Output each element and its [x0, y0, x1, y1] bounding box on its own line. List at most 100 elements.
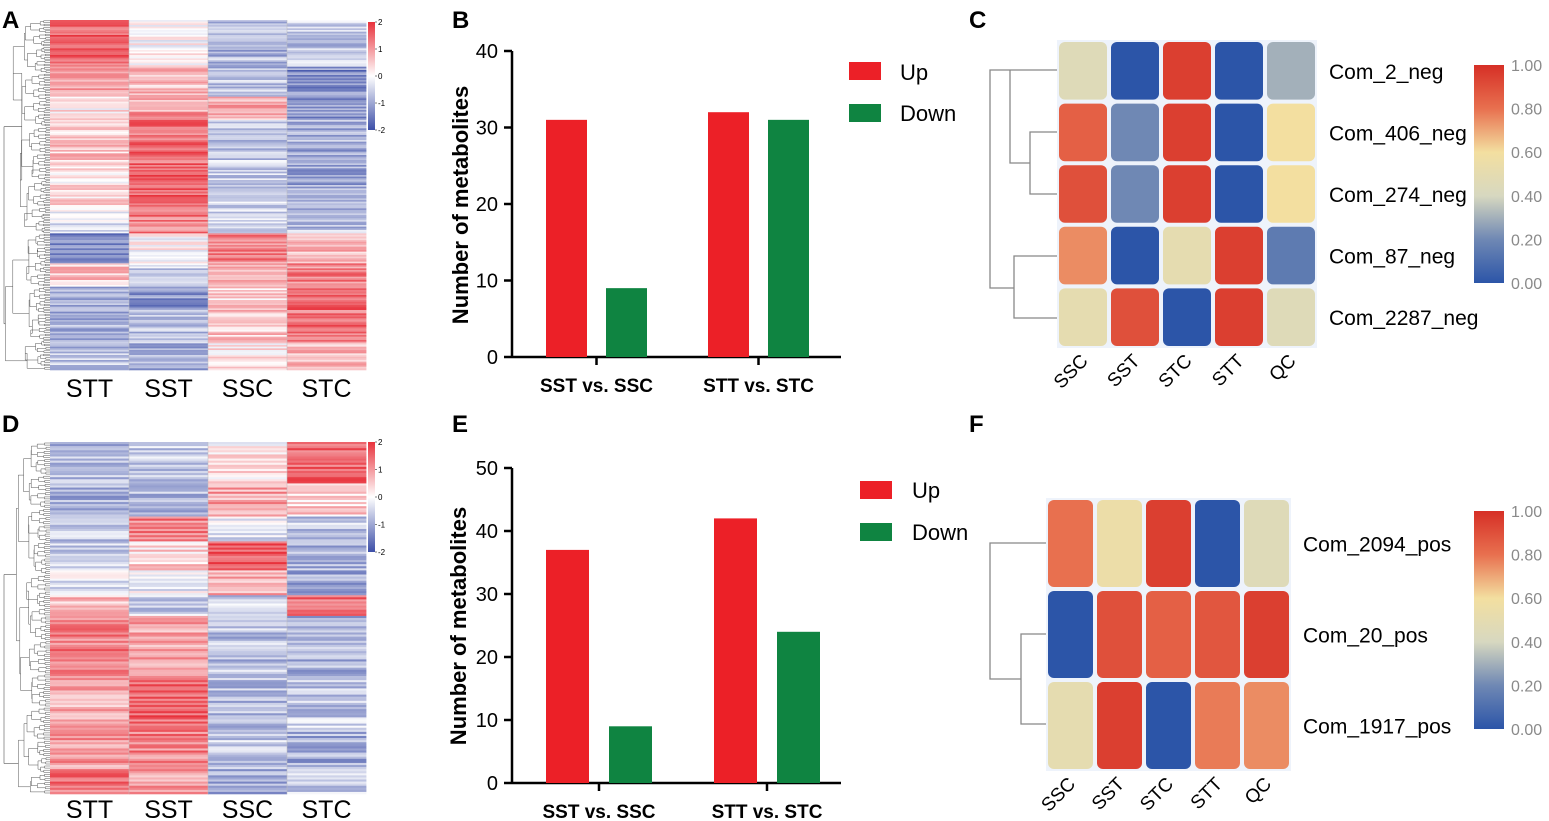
dendrogram-branch: [43, 596, 50, 599]
heatmap-cell: [50, 713, 130, 716]
heatmap-cell: [208, 273, 288, 276]
heatmap-cell: [129, 191, 209, 194]
heatmap-cell: [50, 113, 130, 116]
heatmap-cell: [50, 725, 130, 729]
heatmap-cell: [208, 226, 288, 229]
heatmap-cell: [50, 285, 130, 287]
dendrogram-branch: [26, 715, 35, 733]
heatmap-cell: [50, 551, 130, 555]
heatmap-cell: [50, 358, 130, 361]
heatmap-cell: [50, 186, 130, 189]
heatmap-cell: [129, 51, 209, 54]
heatmap-cell: [208, 599, 288, 602]
dendrogram-branch: [43, 600, 50, 603]
panel-b-legend: Up Down: [849, 60, 956, 126]
dendrogram-branch: [41, 634, 46, 639]
heatmap-cell: [50, 345, 130, 347]
dendrogram-branch: [1029, 131, 1057, 195]
heatmap-cell: [208, 462, 288, 466]
heatmap-cell: [50, 473, 130, 476]
heatmap-cell: [50, 111, 130, 114]
heatmap-cell: [208, 636, 288, 640]
heatmap-cell: [287, 333, 367, 336]
heatmap-cell: [50, 483, 130, 486]
heatmap-cell: [287, 315, 367, 317]
heatmap-cell: [208, 555, 288, 559]
dendrogram-branch: [37, 783, 46, 789]
heatmap-cell: [50, 711, 130, 714]
heatmap-cell: [287, 576, 367, 579]
heatmap-cell: [129, 462, 209, 466]
column-label: SST: [144, 375, 193, 403]
dendrogram-branch: [45, 180, 50, 183]
dendrogram-branch: [40, 354, 46, 359]
heatmap-cell: [129, 361, 209, 364]
heatmap-cell: [208, 158, 288, 161]
heatmap-cell: [129, 246, 209, 249]
dendrogram-branch: [37, 733, 45, 739]
heatmap-cell: [208, 653, 288, 656]
heatmap-cell: [287, 96, 367, 99]
heatmap-cell: [287, 365, 367, 367]
heatmap-cell: [1146, 682, 1191, 769]
dendrogram-branch: [38, 134, 46, 139]
dendrogram-branch: [45, 137, 50, 140]
heatmap-cell: [50, 702, 130, 706]
heatmap-cell: [129, 111, 209, 114]
dendrogram-branch: [43, 117, 50, 120]
heatmap-cell: [208, 190, 288, 192]
heatmap-cell: [208, 121, 288, 124]
heatmap-cell: [1215, 226, 1263, 285]
heatmap-cell: [208, 218, 288, 221]
dendrogram-branch: [24, 346, 38, 361]
heatmap-cell: [50, 330, 130, 332]
heatmap-cell: [50, 306, 130, 309]
heatmap-cell: [129, 549, 209, 553]
heatmap-cell: [287, 653, 367, 656]
heatmap-cell: [129, 738, 209, 741]
dendrogram-branch: [33, 103, 40, 111]
heatmap-cell: [208, 20, 288, 22]
heatmap-cell: [50, 336, 130, 339]
heatmap-cell: [208, 502, 288, 505]
heatmap-cell: [50, 105, 130, 107]
heatmap-cell: [50, 223, 130, 226]
heatmap-cell: [208, 729, 288, 733]
heatmap-cell: [287, 460, 367, 464]
y-tick-label: 0: [487, 347, 498, 369]
heatmap-cell: [50, 160, 130, 162]
heatmap-cell: [287, 131, 367, 134]
dendrogram-branch: [1009, 70, 1030, 164]
heatmap-cell: [287, 646, 367, 650]
heatmap-cell: [129, 311, 209, 314]
heatmap-cell: [208, 38, 288, 41]
heatmap-cell: [129, 325, 209, 327]
heatmap-cell: [287, 613, 367, 617]
dendrogram-branch: [45, 33, 50, 37]
dendrogram-branch: [43, 103, 50, 107]
dendrogram-branch: [45, 37, 50, 40]
heatmap-cell: [208, 238, 288, 241]
heatmap-cell: [129, 736, 209, 739]
panel-f-heatmap-cells: [1046, 498, 1291, 771]
heatmap-cell: [50, 356, 130, 359]
heatmap-cell: [129, 715, 209, 718]
heatmap-cell: [129, 268, 209, 271]
heatmap-cell: [50, 246, 130, 249]
heatmap-cell: [129, 468, 209, 472]
heatmap-cell: [50, 40, 130, 42]
heatmap-cell: [50, 680, 130, 683]
heatmap-cell: [50, 156, 130, 159]
heatmap-cell: [129, 348, 209, 351]
heatmap-cell: [287, 115, 367, 117]
row-label: Com_2_neg: [1329, 61, 1443, 84]
heatmap-cell: [50, 574, 130, 577]
heatmap-cell: [50, 562, 130, 565]
heatmap-cell: [50, 235, 130, 237]
heatmap-cell: [287, 100, 367, 102]
heatmap-cell: [208, 153, 288, 156]
heatmap-cell: [50, 181, 130, 184]
heatmap-cell: [50, 673, 130, 677]
dendrogram-branch: [26, 590, 31, 625]
heatmap-cell: [50, 280, 130, 282]
